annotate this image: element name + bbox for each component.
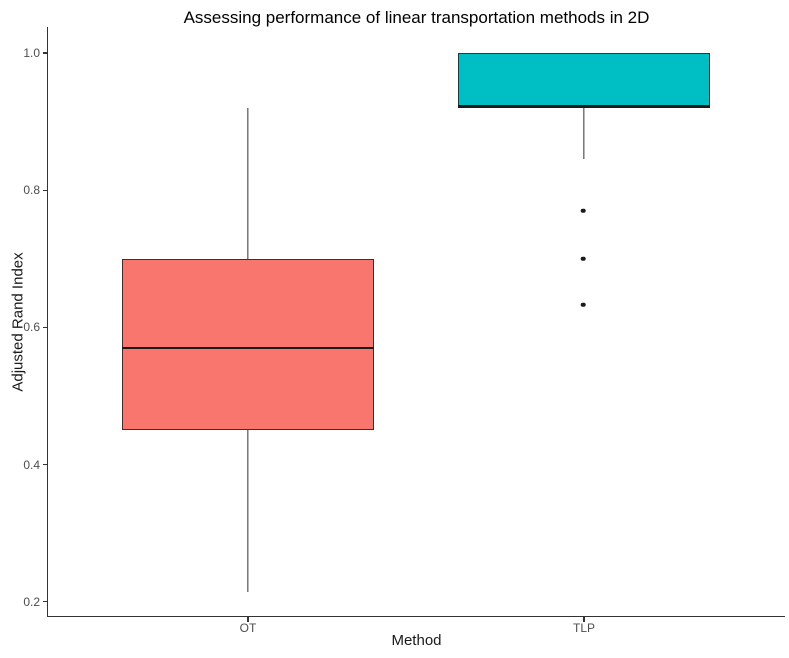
y-tick-label: 0.2: [23, 594, 40, 609]
lower-whisker-tlp: [583, 107, 585, 160]
y-tick-mark: [42, 326, 48, 329]
box-ot: [122, 258, 374, 431]
y-tick-label: 0.6: [23, 320, 40, 335]
median-line-ot: [122, 346, 374, 350]
y-tick-mark: [42, 189, 48, 191]
chart-title: Assessing performance of linear transpor…: [183, 8, 650, 27]
y-axis-line: [47, 27, 49, 616]
x-axis-title: Method: [391, 632, 442, 649]
outlier-point: [580, 256, 586, 262]
lower-whisker-ot: [247, 430, 249, 592]
x-tick-label: TLP: [572, 621, 595, 635]
y-tick-mark: [42, 463, 48, 466]
box-tlp: [458, 53, 710, 108]
x-tick-mark: [583, 616, 585, 622]
x-tick-label: OT: [239, 621, 257, 635]
y-tick-label: 0.4: [23, 457, 40, 472]
y-tick-mark: [42, 52, 48, 54]
x-axis-line: [47, 615, 785, 617]
y-tick-mark: [42, 601, 48, 603]
upper-whisker-ot: [247, 107, 249, 259]
outlier-point: [580, 302, 586, 308]
y-tick-label: 1.0: [23, 46, 40, 60]
median-line-tlp: [458, 105, 710, 108]
x-tick-mark: [247, 616, 249, 622]
y-tick-label: 0.8: [23, 183, 40, 198]
outlier-point: [580, 208, 586, 214]
